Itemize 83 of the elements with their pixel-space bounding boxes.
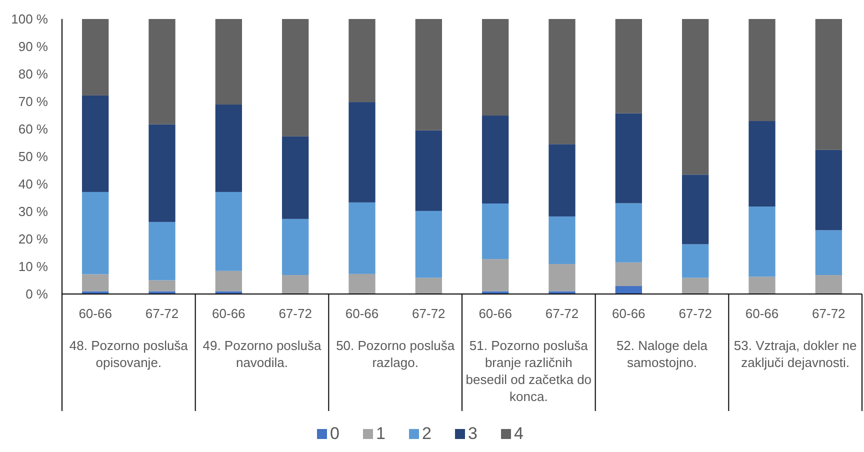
y-tick-label: 50 % [18, 149, 48, 164]
legend-label: 2 [422, 424, 432, 443]
bar [748, 276, 776, 294]
y-tick-label: 70 % [18, 94, 48, 110]
bar [82, 192, 109, 274]
bar [148, 222, 176, 280]
bar [215, 19, 242, 105]
bar [415, 278, 442, 294]
bar [682, 174, 709, 244]
bar [682, 244, 709, 278]
legend-label: 4 [514, 424, 524, 443]
bar [415, 210, 442, 278]
bar [482, 204, 509, 260]
x-tick-label: 60-66 [78, 306, 112, 321]
bar [215, 270, 242, 292]
bar [82, 19, 109, 96]
text: 49. Pozorno posluša navodila. [202, 338, 322, 370]
y-tick-label: 90 % [18, 39, 48, 54]
bar [348, 274, 376, 294]
bar [482, 116, 509, 204]
bar [215, 104, 242, 192]
bar [682, 278, 709, 294]
x-tick-label: 60-66 [345, 306, 379, 321]
bar [815, 230, 842, 276]
legend-label: 0 [330, 424, 340, 443]
x-tick-label: 60-66 [612, 306, 646, 321]
bar [348, 202, 376, 274]
bar [282, 19, 309, 136]
bar [815, 275, 842, 294]
bar [482, 259, 509, 292]
bar [615, 203, 642, 262]
x-tick-label: 67-72 [812, 306, 846, 321]
bar [415, 130, 442, 211]
text: 53. Vztraja, dokler ne zaključi dejavnosti. [734, 338, 857, 370]
text: 52. Naloge dela samostojno. [616, 338, 708, 370]
bar [815, 150, 842, 230]
x-tick-label: 67-72 [145, 306, 179, 321]
bar [282, 136, 309, 219]
bar [348, 19, 376, 102]
y-tick-label: 10 % [18, 259, 48, 274]
bar [548, 144, 576, 216]
y-tick-label: 0 % [26, 286, 48, 302]
bar [415, 19, 442, 130]
text: 51. Pozorno posluša branje različnih besedil od začetka do konca. [466, 338, 592, 404]
y-tick-label: 60 % [18, 122, 48, 137]
x-tick-label: 67-72 [278, 306, 312, 321]
bar [82, 95, 109, 192]
bar [282, 218, 309, 276]
y-tick-label: 40 % [18, 176, 48, 192]
bar [548, 264, 576, 292]
legend-label: 3 [468, 424, 478, 443]
y-tick-label: 20 % [18, 232, 48, 247]
bar [148, 280, 176, 292]
bar [215, 192, 242, 271]
y-tick-label: 80 % [18, 66, 48, 82]
bar [815, 19, 842, 150]
bar [348, 102, 376, 202]
y-tick-label: 30 % [18, 204, 48, 220]
legend-label: 1 [376, 424, 386, 443]
x-tick-label: 60-66 [212, 306, 246, 321]
text: 50. Pozorno posluša razlago. [336, 338, 456, 370]
y-tick-label: 100 % [11, 12, 48, 27]
bar [548, 216, 576, 264]
x-tick-label: 60-66 [478, 306, 512, 321]
bar [282, 275, 309, 294]
bar [82, 274, 109, 292]
bar [615, 286, 642, 294]
bar [615, 113, 642, 204]
bar [748, 19, 776, 122]
bar [682, 19, 709, 175]
bar [615, 19, 642, 114]
bar [748, 206, 776, 277]
bar [148, 124, 176, 222]
x-tick-label: 60-66 [745, 306, 779, 321]
text: 48. Pozorno posluša opisovanje. [69, 338, 189, 370]
bar [615, 262, 642, 286]
x-tick-label: 67-72 [412, 306, 446, 321]
bar [482, 19, 509, 116]
bar [548, 19, 576, 144]
bar [148, 19, 176, 124]
x-tick-label: 67-72 [678, 306, 712, 321]
x-tick-label: 67-72 [545, 306, 579, 321]
bar [748, 121, 776, 207]
